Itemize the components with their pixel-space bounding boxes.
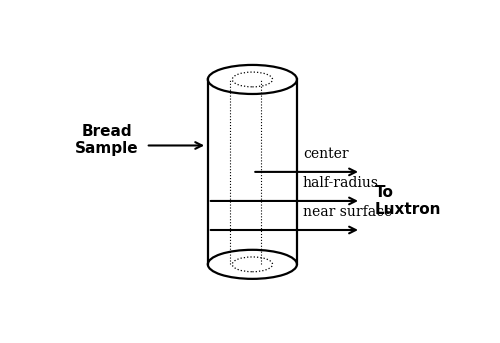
Text: center: center (303, 147, 348, 161)
Text: half-radius: half-radius (303, 176, 379, 190)
Text: To
Luxtron: To Luxtron (374, 185, 441, 217)
Text: near surface: near surface (303, 205, 392, 220)
Text: Bread
Sample: Bread Sample (75, 124, 139, 156)
